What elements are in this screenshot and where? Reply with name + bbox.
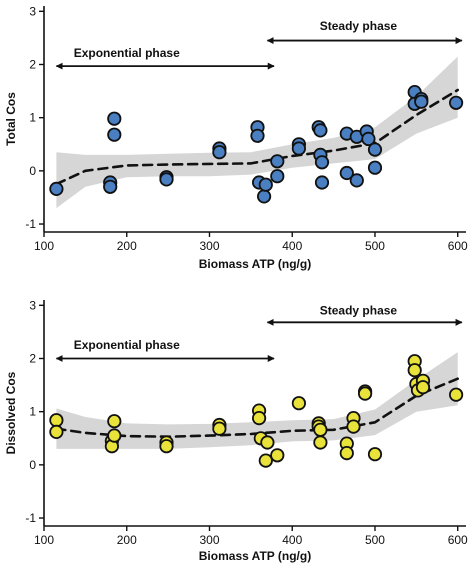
data-point <box>349 173 364 188</box>
y-axis-title: Total Cos <box>4 92 18 146</box>
phase-label: Exponential phase <box>74 338 180 352</box>
x-tick-label: 400 <box>282 239 302 253</box>
data-point <box>291 396 306 411</box>
data-point <box>361 131 376 146</box>
y-tick-label: 1 <box>29 111 36 125</box>
trend-line <box>55 377 459 438</box>
data-point <box>367 447 383 462</box>
data-point <box>260 435 275 450</box>
data-point <box>250 128 265 143</box>
y-axis-title: Dissolved Cos <box>4 371 18 454</box>
data-point <box>313 435 328 450</box>
data-point <box>270 154 285 169</box>
trend-line <box>55 88 459 186</box>
data-point <box>314 175 330 190</box>
data-point <box>256 189 272 204</box>
data-point <box>258 453 273 468</box>
data-point <box>367 142 383 157</box>
y-tick-label: -1 <box>25 217 36 231</box>
confidence-band <box>56 56 458 209</box>
x-tick-label: 100 <box>34 239 54 253</box>
data-point <box>103 179 118 194</box>
x-axis-title: Biomass ATP (ng/g) <box>199 549 311 563</box>
y-tick-label: 2 <box>29 351 36 365</box>
x-tick-label: 200 <box>117 533 137 547</box>
data-point <box>252 410 267 426</box>
phase-label: Steady phase <box>320 19 398 33</box>
data-point <box>407 363 422 378</box>
x-tick-label: 400 <box>282 533 302 547</box>
data-point <box>415 380 431 395</box>
data-point <box>107 414 122 429</box>
data-point <box>107 111 122 126</box>
x-axis-title: Biomass ATP (ng/g) <box>199 257 311 271</box>
data-point <box>49 181 64 196</box>
x-tick-label: 500 <box>365 239 385 253</box>
x-tick-label: 300 <box>199 239 219 253</box>
data-point <box>357 386 373 401</box>
x-tick-label: 500 <box>365 533 385 547</box>
phase-label: Exponential phase <box>74 46 180 60</box>
data-point <box>339 165 354 181</box>
y-tick-label: 3 <box>29 298 36 312</box>
data-point <box>291 141 306 156</box>
x-tick-label: 100 <box>34 533 54 547</box>
x-tick-label: 200 <box>117 239 137 253</box>
x-tick-label: 600 <box>448 239 468 253</box>
y-tick-label: -1 <box>25 511 36 525</box>
data-point <box>270 448 285 463</box>
data-point <box>448 95 464 110</box>
data-point <box>367 160 383 175</box>
data-point <box>49 413 64 428</box>
data-point <box>107 428 122 443</box>
data-point <box>159 172 174 187</box>
data-point <box>212 145 227 160</box>
data-point <box>159 439 174 454</box>
chart-panel-2: 100 200 300 400 500 600 -1 0 1 2 3 Biomass ATP (ng/… <box>4 298 468 563</box>
data-point <box>314 155 330 170</box>
data-point <box>258 177 273 192</box>
y-tick-label: 2 <box>29 57 36 71</box>
data-point <box>346 419 361 434</box>
data-point <box>339 445 354 461</box>
y-tick-label: 0 <box>29 164 36 178</box>
data-point <box>448 387 464 402</box>
phase-label: Steady phase <box>320 304 398 318</box>
y-tick-label: 3 <box>29 4 36 18</box>
chart-panel-1: 100 200 300 400 500 600 -1 0 1 2 3 Biomass ATP (ng/… <box>4 4 468 271</box>
data-point <box>313 123 328 138</box>
data-point <box>313 422 328 437</box>
x-tick-label: 600 <box>448 533 468 547</box>
x-tick-label: 300 <box>199 533 219 547</box>
data-point <box>107 127 122 142</box>
y-tick-label: 1 <box>29 405 36 419</box>
data-point <box>414 94 429 109</box>
data-point <box>212 421 227 436</box>
data-point <box>49 424 64 439</box>
y-tick-label: 0 <box>29 458 36 472</box>
data-point <box>270 169 285 184</box>
